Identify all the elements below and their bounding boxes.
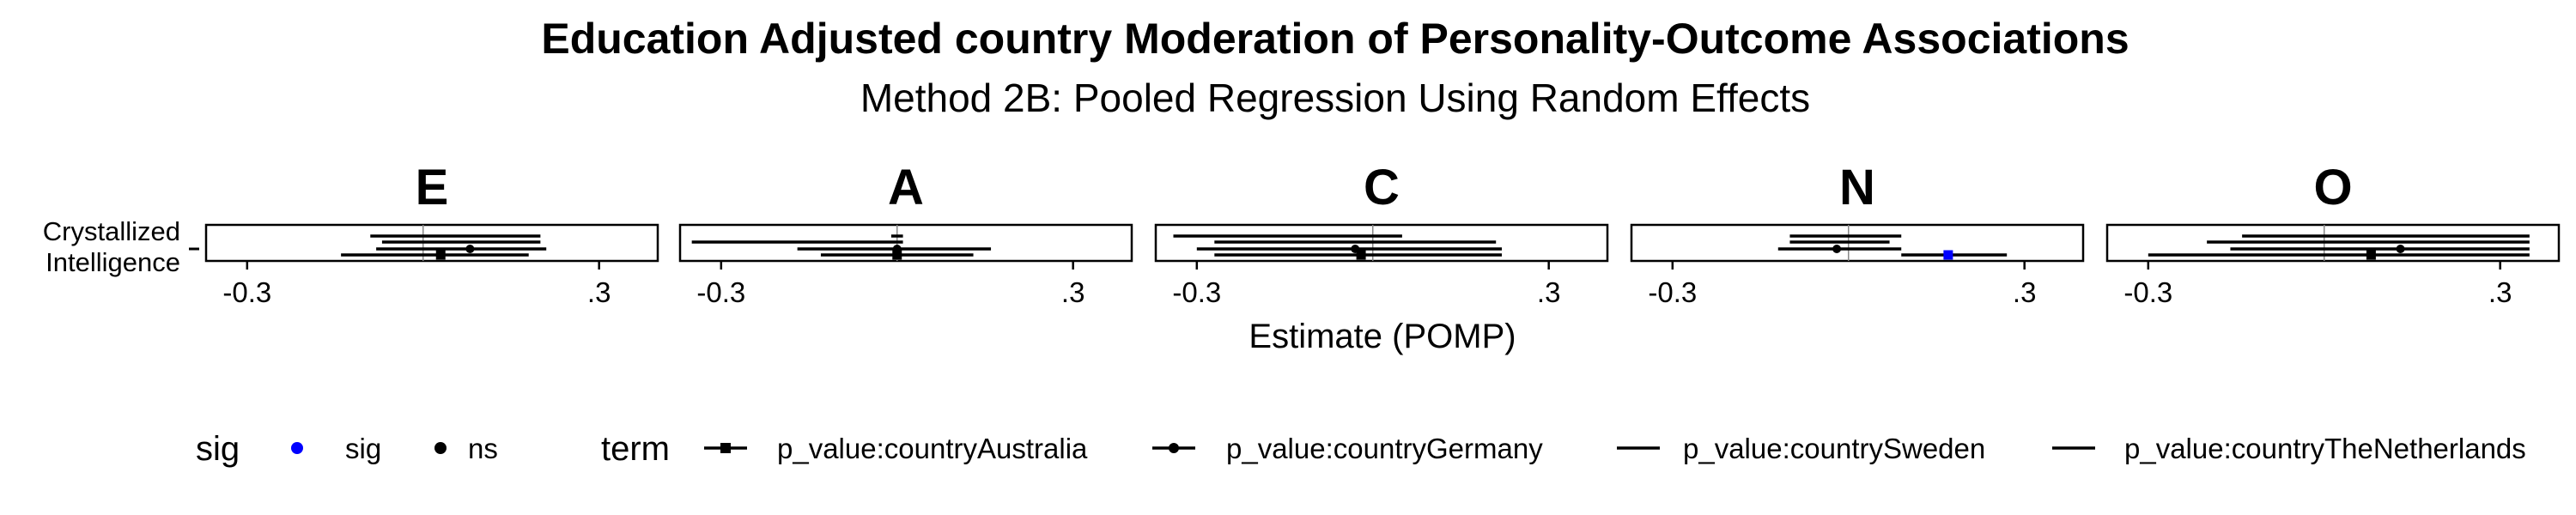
legend-item-p-value-countrysweden: p_value:countrySweden	[1683, 433, 1985, 464]
point-p-value-countryaustralia	[435, 250, 446, 260]
point-p-value-countrygermany	[1832, 245, 1842, 253]
legend-key-sig	[291, 442, 303, 454]
x-tick-label: -0.3	[1172, 276, 1221, 308]
point-p-value-countrygermany	[2396, 245, 2405, 253]
legend-title-sig: sig	[196, 430, 240, 468]
legend-key-ns	[434, 442, 447, 454]
chart-title: Education Adjusted country Moderation of…	[541, 15, 2129, 63]
facet-label-c: C	[1364, 160, 1400, 215]
facet-label-a: A	[888, 160, 924, 215]
facet-panels: E -0.3 .3 A -0.3 .3 C -0.3 .3 N -0.3 .3 O -0.3 .3	[204, 160, 2561, 308]
facet-label-n: N	[1839, 160, 1875, 215]
legend-key-shape-p-value-countrygermany	[1169, 443, 1179, 453]
x-tick-label: -0.3	[696, 276, 745, 308]
legend-item-ns: ns	[468, 433, 498, 464]
y-tick-label-line-2: Intelligence	[46, 247, 180, 277]
x-tick-label: .3	[1537, 276, 1561, 308]
legend-item-p-value-countryaustralia: p_value:countryAustralia	[777, 433, 1088, 464]
point-p-value-countryaustralia	[892, 250, 902, 260]
x-tick-label: .3	[2488, 276, 2512, 308]
chart-subtitle: Method 2B: Pooled Regression Using Rando…	[860, 76, 1810, 120]
x-tick-label: .3	[2013, 276, 2037, 308]
facet-panel-o: O -0.3 .3	[2105, 160, 2561, 308]
point-p-value-countryaustralia	[2366, 250, 2376, 260]
x-tick-label: -0.3	[222, 276, 271, 308]
facet-panel-c: C -0.3 .3	[1154, 160, 1609, 308]
point-p-value-countryaustralia	[1356, 250, 1366, 260]
legend: sig sig ns term p_value:countryAustralia p_va…	[196, 430, 2526, 468]
facet-panel-a: A -0.3 .3	[678, 160, 1133, 308]
facet-panel-e: E -0.3 .3	[204, 160, 659, 308]
x-tick-label: .3	[1061, 276, 1085, 308]
facet-panel-n: N -0.3 .3	[1630, 160, 2085, 308]
y-tick-label-line-1: Crystallized	[43, 216, 180, 246]
facet-label-e: E	[416, 160, 449, 215]
x-axis-label: Estimate (POMP)	[1249, 318, 1516, 355]
point-p-value-countrygermany	[465, 245, 475, 253]
y-axis: Crystallized Intelligence	[43, 216, 199, 277]
x-tick-label: -0.3	[1648, 276, 1697, 308]
legend-title-term: term	[601, 430, 670, 468]
legend-item-p-value-countrygermany: p_value:countryGermany	[1226, 433, 1543, 464]
point-p-value-countrygermany	[892, 245, 902, 253]
facet-label-o: O	[2313, 160, 2352, 215]
legend-item-p-value-countrythenetherlands: p_value:countryTheNetherlands	[2124, 433, 2526, 464]
x-tick-label: -0.3	[2123, 276, 2172, 308]
point-p-value-countrygermany	[1351, 245, 1360, 253]
legend-key-shape-p-value-countryaustralia	[720, 443, 731, 453]
legend-item-sig: sig	[345, 433, 381, 464]
x-tick-label: .3	[587, 276, 611, 308]
point-p-value-countryaustralia	[1943, 250, 1953, 260]
